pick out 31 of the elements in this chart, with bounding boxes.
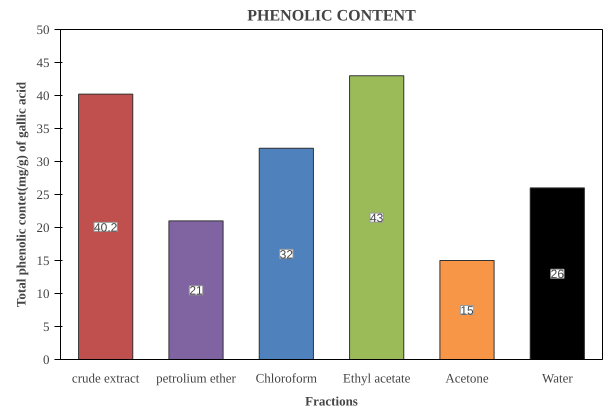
x-tick-label: Water [542, 370, 574, 386]
bar [78, 94, 134, 360]
bar [258, 148, 314, 360]
data-label: 32 [280, 247, 294, 262]
x-tick-label: crude extract [72, 370, 140, 386]
data-label: 43 [370, 211, 384, 226]
data-label: 15 [460, 304, 474, 318]
y-tick-label: 30 [36, 154, 50, 169]
data-label: 21 [189, 284, 203, 298]
x-axis-title: Fractions [305, 394, 358, 408]
y-tick-label: 35 [36, 121, 50, 136]
y-tick-label: 25 [36, 187, 50, 202]
y-axis-title: Total phenolic contet(mg/g) of gallic acid [14, 81, 28, 308]
y-tick-label: 20 [36, 220, 50, 235]
y-tick-label: 50 [36, 22, 50, 37]
y-tick-label: 0 [43, 352, 50, 367]
bar [168, 220, 224, 360]
bar [439, 260, 495, 360]
y-tick-label: 45 [36, 55, 50, 70]
bar [349, 75, 404, 360]
y-tick-label: 10 [36, 286, 50, 301]
y-tick-label: 40 [36, 88, 50, 103]
y-tick-label: 15 [36, 253, 50, 268]
chart-title: PHENOLIC CONTENT [247, 8, 416, 24]
x-tick-label: Chloroform [256, 370, 318, 386]
x-tick-label: Ethyl acetate [342, 370, 411, 386]
x-tick-label: Acetone [445, 370, 489, 386]
data-label: 26 [550, 267, 564, 282]
x-tick-label: petrolium ether [156, 370, 237, 386]
y-tick-label: 5 [43, 319, 50, 334]
data-label: 40.2 [94, 220, 118, 234]
